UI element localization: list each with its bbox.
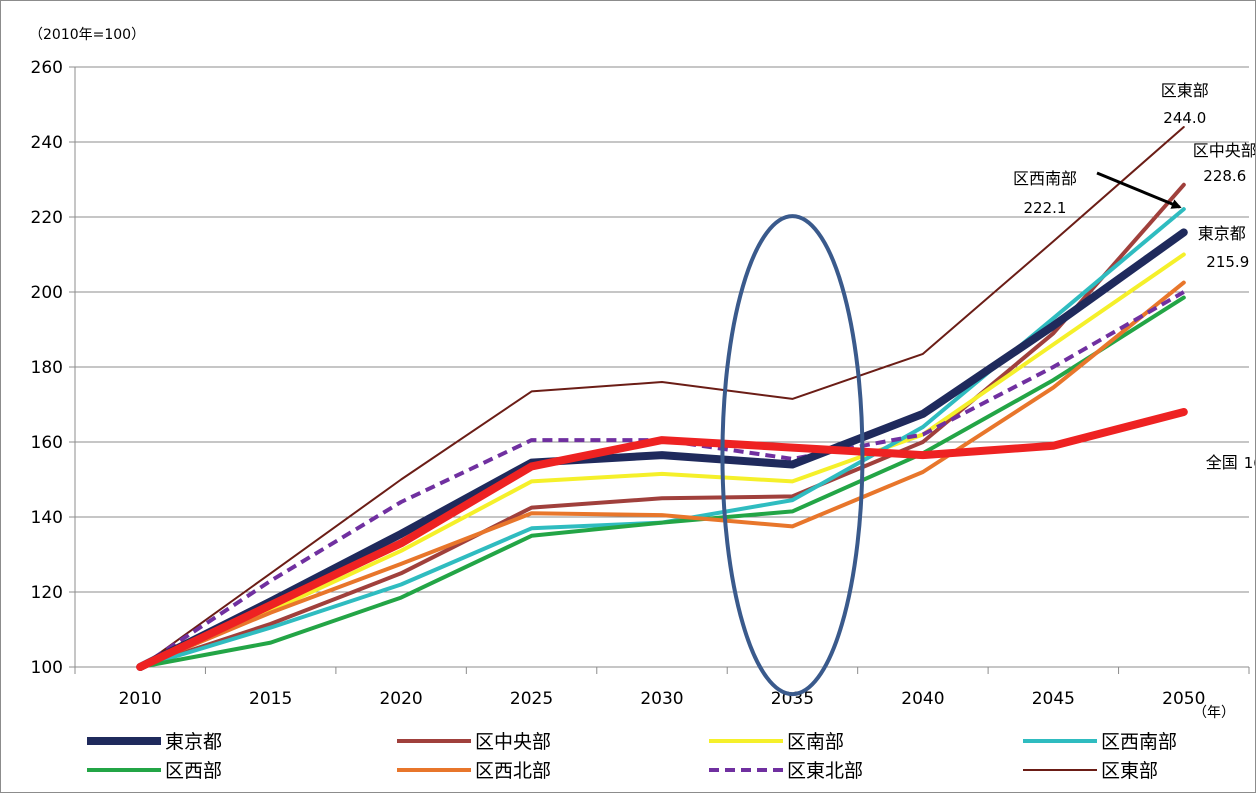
series-layer (136, 126, 1188, 671)
x-tick-label: 2040 (901, 689, 944, 709)
y-tick-label: 260 (31, 58, 63, 78)
end-label-name: 区東部 (1161, 81, 1209, 100)
series-line-1 (138, 182, 1186, 669)
x-tick-label: 2020 (379, 689, 422, 709)
x-tick-label: 2045 (1032, 689, 1075, 709)
legend-label: 東京都 (165, 731, 222, 753)
end-label-name: 全国 (1206, 453, 1238, 472)
end-label-name: 東京都 (1198, 224, 1246, 243)
series-line-2 (138, 252, 1186, 669)
legend-label: 区南部 (787, 731, 844, 753)
y-tick-label: 120 (31, 583, 63, 603)
end-label-value: 244.0 (1163, 109, 1206, 127)
x-tick-label: 2030 (640, 689, 683, 709)
x-tick-label: 2050 (1162, 689, 1205, 709)
x-tick-label: 2035 (771, 689, 814, 709)
x-unit-label: （年） (1193, 705, 1235, 721)
series-line-8 (136, 408, 1188, 671)
legend-label: 区東部 (1101, 760, 1158, 782)
x-tick-label: 2025 (510, 689, 553, 709)
x-tick-label: 2010 (119, 689, 162, 709)
series-line-7 (139, 126, 1185, 668)
series-line-4 (138, 295, 1186, 669)
legend-label: 区西南部 (1101, 731, 1177, 753)
y-tick-label: 200 (31, 283, 63, 303)
end-label-value: 228.6 (1203, 167, 1246, 185)
end-label-name: 区西南部 (1013, 169, 1077, 188)
series-line-5 (138, 280, 1186, 669)
y-tick-label: 240 (31, 133, 63, 153)
end-label-value: 222.1 (1024, 199, 1067, 217)
annotation-arrow (1096, 171, 1182, 209)
axes: 100 120 140 160 180 200 220 240 260 2010 2015 2020 2… (31, 58, 1250, 709)
legend-label: 区西部 (165, 760, 222, 782)
legend-label: 区中央部 (475, 731, 551, 753)
y-tick-label: 100 (31, 658, 63, 678)
end-label-value: 215.9 (1206, 253, 1249, 271)
y-tick-label: 140 (31, 508, 63, 528)
y-tick-label: 220 (31, 208, 63, 228)
y-unit-label: （2010年=100） (29, 27, 145, 43)
y-tick-label: 160 (31, 433, 63, 453)
legend-label: 区東北部 (787, 760, 863, 782)
end-label-value: 168.0 (1244, 454, 1255, 472)
series-line-6 (139, 290, 1185, 669)
y-tick-label: 180 (31, 358, 63, 378)
x-tick-label: 2015 (249, 689, 292, 709)
series-line-0 (136, 228, 1188, 671)
annotation-layer: 区東部 244.0 区中央部 228.6 区西南部 222.1 東京都 215.9 全国 168.… (720, 81, 1256, 697)
legend-label: 区西北部 (475, 760, 551, 782)
highlight-ellipse (720, 214, 865, 697)
end-label-name: 区中央部 (1193, 141, 1255, 160)
